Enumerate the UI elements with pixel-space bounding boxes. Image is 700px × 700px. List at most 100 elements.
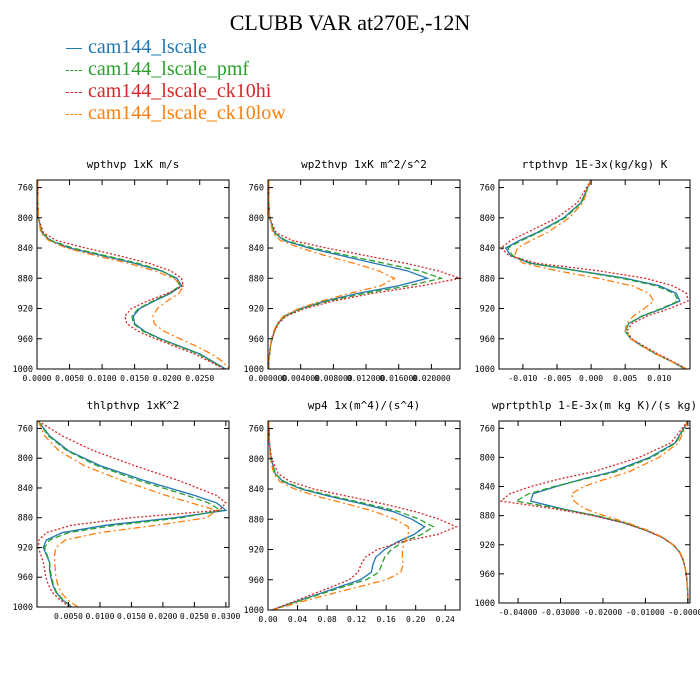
legend-swatch <box>66 91 82 93</box>
panel-2: wp2thvp 1xK m^2/s^2 760 800 840 880 920 960 100… <box>244 158 463 383</box>
x-tick-label: 0.0100 <box>85 612 114 621</box>
y-tick-label: 800 <box>18 214 33 224</box>
panel-1: wpthvp 1xK m/s76080084088092096010000.00… <box>13 158 230 383</box>
series-line-3 <box>499 420 689 603</box>
y-tick-label: 800 <box>249 214 264 224</box>
series-line-1 <box>268 420 426 611</box>
x-tick-label: 0.0050 <box>55 374 84 383</box>
x-tick-label: 0.0100 <box>88 374 117 383</box>
x-tick-label: -0.03000 <box>541 608 580 617</box>
panel-title: wprtpthlp 1-E-3x(m kg K)/(s kg) <box>492 399 697 412</box>
legend-swatch <box>66 113 82 115</box>
series-line-4 <box>37 420 218 608</box>
y-tick-label: 880 <box>249 274 264 284</box>
series-line-3 <box>37 180 225 370</box>
x-tick-label: 0.004000 <box>281 374 320 383</box>
panel-5: wp4 1x(m^4)/(s^4)76080084088092096010000… <box>244 399 461 624</box>
series-line-4 <box>513 179 687 370</box>
x-tick-label: -0.04000 <box>499 608 538 617</box>
legend-label: cam144_lscale <box>88 36 207 58</box>
series-line-4 <box>268 420 409 611</box>
y-tick-label: 800 <box>480 453 495 463</box>
panel-title: rtpthvp 1E-3x(kg/kg) K <box>522 158 668 171</box>
y-tick-label: 920 <box>249 546 264 556</box>
y-tick-label: 760 <box>18 184 33 194</box>
y-tick-label: 920 <box>480 305 495 315</box>
panel-6: wprtpthlp 1-E-3x(m kg K)/(s kg) 760 800 840… <box>475 399 700 617</box>
series-line-4 <box>570 420 689 603</box>
legend-label: cam144_lscale_ck10low <box>88 102 286 124</box>
series-line-1 <box>37 180 227 370</box>
panel-frame <box>498 179 691 370</box>
y-tick-label: 760 <box>249 184 264 194</box>
legend-label: cam144_lscale_ck10hi <box>88 80 272 102</box>
x-tick-label: 0.12 <box>347 615 366 624</box>
y-tick-label: 920 <box>249 305 264 315</box>
x-tick-label: 0.0150 <box>117 612 146 621</box>
series-line-2 <box>37 420 223 608</box>
y-tick-label: 840 <box>480 244 495 254</box>
y-tick-label: 960 <box>18 335 33 345</box>
series-line-1 <box>529 420 689 603</box>
panel-frame <box>267 179 461 370</box>
legend-item: cam144_lscale <box>66 36 286 58</box>
panel-title: wpthvp 1xK m/s <box>87 158 180 171</box>
series-line-1 <box>268 180 430 369</box>
panel-frame <box>36 420 230 608</box>
x-tick-label: 0.0200 <box>153 374 182 383</box>
legend-item: cam144_lscale_ck10hi <box>66 80 286 102</box>
x-tick-label: 0.20 <box>406 615 425 624</box>
x-tick-label: 0.008000 <box>314 374 353 383</box>
y-tick-label: 960 <box>480 335 495 345</box>
panel-title: wp2thvp 1xK m^2/s^2 <box>301 158 427 171</box>
y-tick-label: 800 <box>249 455 264 465</box>
x-tick-label: 0.0250 <box>185 374 214 383</box>
x-tick-label: 0.020000 <box>412 374 451 383</box>
figure-title: CLUBB VAR at270E,-12N <box>229 10 471 35</box>
x-tick-label: 0.005 <box>613 374 637 383</box>
y-tick-label: 1000 <box>13 603 33 613</box>
legend-label: cam144_lscale_pmf <box>88 58 250 80</box>
y-tick-label: 1000 <box>475 365 495 375</box>
y-tick-label: 840 <box>249 485 264 495</box>
x-tick-label: 0.016000 <box>379 374 418 383</box>
panel-title: wp4 1x(m^4)/(s^4) <box>308 399 421 412</box>
legend-item: cam144_lscale_pmf <box>66 58 286 80</box>
x-tick-label: 0.0150 <box>120 374 149 383</box>
y-tick-label: 760 <box>480 424 495 434</box>
x-tick-label: 0.012000 <box>347 374 386 383</box>
legend-item: cam144_lscale_ck10low <box>66 102 286 124</box>
series-line-2 <box>506 179 686 370</box>
x-tick-label: 0.000 <box>579 374 603 383</box>
series-line-4 <box>37 180 230 370</box>
x-tick-label: 0.04 <box>288 615 307 624</box>
y-tick-label: 1000 <box>244 365 264 375</box>
x-tick-label: -0.010 <box>508 374 537 383</box>
x-tick-label: -0.00000 <box>669 608 700 617</box>
x-tick-label: 0.24 <box>436 615 455 624</box>
panel-4: thlpthvp 1xK^2 760 800 840 880 920 960 1000 0.00… <box>13 399 241 621</box>
x-tick-label: 0.16 <box>377 615 396 624</box>
y-tick-label: 760 <box>18 424 33 434</box>
y-tick-label: 880 <box>480 512 495 522</box>
y-tick-label: 960 <box>480 570 495 580</box>
series-line-2 <box>268 420 435 611</box>
series-line-1 <box>37 420 228 608</box>
y-tick-label: 920 <box>480 541 495 551</box>
y-tick-label: 920 <box>18 305 33 315</box>
y-tick-label: 1000 <box>475 599 495 609</box>
x-tick-label: -0.005 <box>543 374 572 383</box>
series-line-3 <box>268 420 458 611</box>
y-tick-label: 960 <box>249 576 264 586</box>
x-tick-label: 0.0250 <box>180 612 209 621</box>
y-tick-label: 1000 <box>244 606 264 616</box>
x-tick-label: 0.010 <box>647 374 671 383</box>
y-tick-label: 960 <box>249 335 264 345</box>
legend-swatch <box>66 47 82 49</box>
y-tick-label: 840 <box>18 244 33 254</box>
x-tick-label: -0.01000 <box>626 608 665 617</box>
legend: cam144_lscale cam144_lscale_pmf cam144_l… <box>66 36 286 124</box>
x-tick-label: 0.0050 <box>54 612 83 621</box>
series-line-4 <box>268 180 397 369</box>
